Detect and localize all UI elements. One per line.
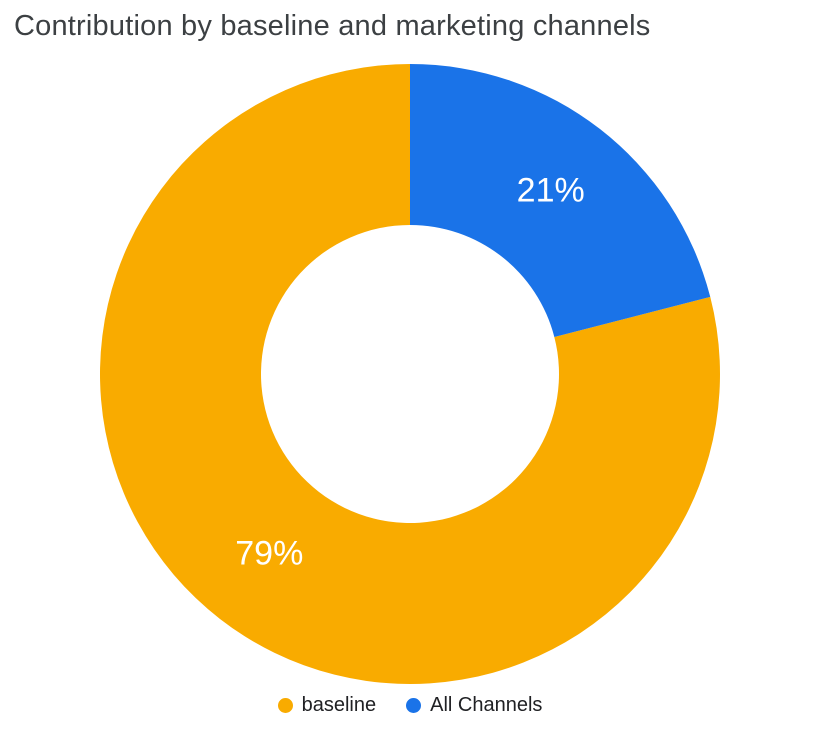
donut-chart: 79% 21% xyxy=(99,64,720,685)
slice-value-label: 79% xyxy=(235,535,303,573)
chart-title: Contribution by baseline and marketing c… xyxy=(14,10,651,42)
slice-baseline[interactable] xyxy=(99,64,720,685)
legend-item-baseline[interactable]: baseline xyxy=(277,694,377,717)
legend-item-all-channels[interactable]: All Channels xyxy=(406,694,542,717)
legend-label: baseline xyxy=(301,694,377,717)
legend-color-dot xyxy=(277,698,293,714)
slice-all-channels[interactable] xyxy=(410,64,711,338)
chart-area: 79% 21% xyxy=(0,58,820,690)
legend-color-dot xyxy=(406,698,422,714)
chart-legend: baseline All Channels xyxy=(0,694,820,717)
slice-value-label: 21% xyxy=(517,172,585,210)
legend-label: All Channels xyxy=(430,694,543,717)
